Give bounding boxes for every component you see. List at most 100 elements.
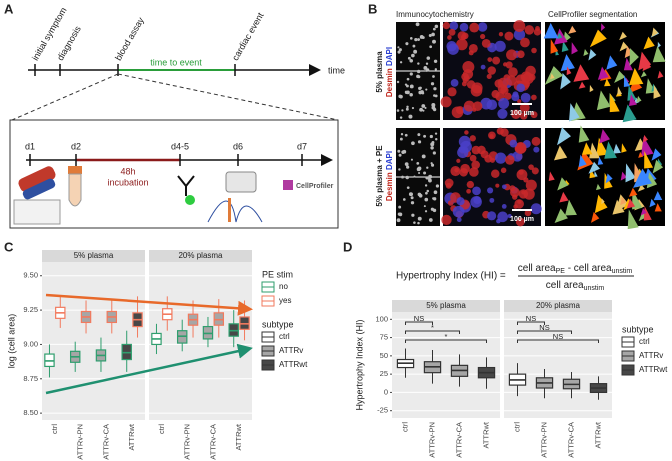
nucleus bbox=[424, 184, 428, 187]
segment bbox=[571, 42, 578, 55]
row-label: 5% plasma bbox=[375, 51, 384, 93]
segment bbox=[619, 41, 629, 52]
nucleus bbox=[421, 154, 426, 159]
x-tick-label: ATTRwt bbox=[481, 421, 490, 448]
cell bbox=[505, 61, 513, 69]
nucleus bbox=[410, 201, 415, 205]
axis-label: time bbox=[328, 65, 345, 75]
comparison-label: * bbox=[445, 332, 448, 341]
segment bbox=[588, 161, 601, 174]
nucleus bbox=[398, 153, 402, 157]
nucleus bbox=[404, 162, 409, 166]
cell bbox=[447, 200, 454, 206]
cell bbox=[444, 178, 454, 188]
cell bbox=[516, 83, 526, 93]
comparison-label: * bbox=[431, 323, 434, 332]
cell bbox=[470, 196, 482, 208]
nucleus bbox=[401, 150, 405, 154]
nucleus bbox=[405, 175, 410, 180]
nucleus bbox=[406, 165, 410, 169]
plot-bg bbox=[504, 312, 612, 418]
nucleus bbox=[417, 133, 421, 137]
x-tick-label: ctrl bbox=[50, 424, 59, 434]
segment bbox=[646, 172, 658, 189]
cell bbox=[461, 81, 467, 87]
segment bbox=[627, 209, 639, 230]
segment bbox=[636, 95, 642, 103]
segment bbox=[557, 177, 569, 191]
cell bbox=[480, 64, 486, 70]
cell bbox=[487, 187, 494, 194]
cell bbox=[456, 197, 465, 206]
cell bbox=[469, 167, 479, 177]
y-tick-label: 8.75 bbox=[23, 374, 38, 383]
comparison-bracket bbox=[517, 321, 545, 325]
incubation-label: 48h bbox=[120, 166, 135, 176]
nucleus bbox=[430, 146, 434, 150]
cell bbox=[509, 185, 516, 192]
x-tick-label: ATTRwt bbox=[127, 423, 136, 450]
segment bbox=[588, 49, 597, 61]
event-label: blood assay bbox=[113, 15, 146, 62]
nucleus bbox=[435, 138, 438, 141]
nucleus bbox=[413, 175, 416, 178]
segment bbox=[654, 203, 662, 212]
segment bbox=[604, 141, 617, 159]
nucleus bbox=[405, 42, 409, 46]
x-tick-label: ATTRv-CA bbox=[566, 422, 575, 458]
cell bbox=[530, 203, 542, 215]
cell bbox=[454, 167, 459, 173]
segment bbox=[642, 60, 652, 72]
x-tick-label: ATTRv-PN bbox=[183, 424, 192, 460]
nucleus bbox=[422, 109, 425, 112]
x-tick-label: ATTRv-CA bbox=[101, 424, 110, 460]
cell bbox=[487, 66, 496, 75]
segment bbox=[606, 55, 618, 70]
cell bbox=[494, 40, 506, 52]
cell bbox=[511, 93, 520, 102]
y-tick-label: 75 bbox=[380, 333, 388, 342]
segment bbox=[560, 73, 571, 90]
facet-strip bbox=[392, 300, 500, 312]
segment bbox=[561, 40, 569, 53]
nucleus bbox=[434, 24, 439, 29]
nucleus bbox=[418, 193, 423, 198]
cell bbox=[515, 217, 525, 227]
segment bbox=[557, 127, 571, 146]
segment bbox=[589, 84, 594, 93]
scale-label: 100 µm bbox=[510, 110, 534, 117]
segment bbox=[627, 85, 637, 101]
nucleus bbox=[409, 84, 414, 89]
panel-label: B bbox=[368, 1, 377, 16]
cell bbox=[489, 197, 495, 203]
y-axis-label: Hypertrophy Index (HI) bbox=[354, 319, 364, 410]
segment bbox=[623, 75, 630, 88]
cell bbox=[456, 158, 461, 163]
row-label: 5% plasma + PE bbox=[375, 145, 384, 207]
nucleus bbox=[397, 149, 401, 153]
cell bbox=[486, 73, 492, 80]
cell bbox=[486, 99, 498, 111]
legend-label: ATTRwt bbox=[279, 360, 308, 369]
formula-denominator: cell areaunstim bbox=[546, 280, 605, 293]
nucleus bbox=[430, 142, 435, 147]
segment bbox=[619, 31, 627, 41]
stain-label: Desmin DAPI bbox=[385, 47, 394, 97]
segment bbox=[652, 45, 666, 63]
nucleus bbox=[432, 197, 435, 200]
legend-label: yes bbox=[279, 296, 291, 305]
nucleus bbox=[426, 189, 430, 193]
nucleus bbox=[425, 88, 428, 91]
cell bbox=[500, 167, 507, 174]
segment bbox=[620, 196, 627, 206]
day-label: d6 bbox=[233, 141, 243, 151]
cell bbox=[466, 180, 475, 189]
nucleus bbox=[409, 37, 413, 40]
nucleus bbox=[406, 77, 410, 81]
segment bbox=[597, 156, 604, 165]
nucleus bbox=[424, 210, 428, 213]
segment bbox=[553, 145, 568, 161]
segment bbox=[657, 70, 664, 79]
cell bbox=[484, 154, 493, 163]
cell bbox=[468, 50, 474, 56]
